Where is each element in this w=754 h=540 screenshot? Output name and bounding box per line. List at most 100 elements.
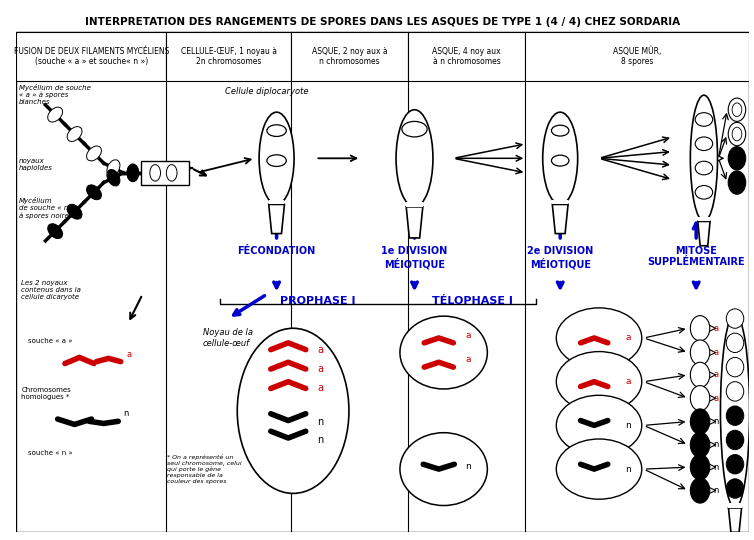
Text: souche « a »: souche « a » (28, 338, 72, 344)
Ellipse shape (728, 171, 746, 194)
Text: MITOSE
SUPPLÉMENTAIRE: MITOSE SUPPLÉMENTAIRE (648, 246, 745, 267)
Text: * On a représenté un
seul chromosome, celui
qui porte le gène
responsable de la
: * On a représenté un seul chromosome, ce… (167, 455, 241, 484)
Ellipse shape (726, 357, 743, 377)
Text: n: n (625, 464, 631, 474)
Text: a: a (713, 370, 719, 380)
Text: n: n (713, 486, 719, 495)
Polygon shape (697, 221, 710, 246)
Text: a: a (317, 364, 323, 374)
Text: n: n (317, 417, 323, 427)
Text: a: a (126, 350, 131, 360)
Text: a: a (465, 355, 470, 364)
Ellipse shape (238, 328, 349, 494)
Ellipse shape (127, 164, 139, 181)
Text: n: n (317, 435, 323, 445)
Text: souche « n »: souche « n » (28, 450, 72, 456)
Ellipse shape (695, 186, 713, 199)
Ellipse shape (726, 430, 743, 450)
Ellipse shape (556, 352, 642, 412)
Ellipse shape (67, 126, 82, 141)
Text: Les 2 noyaux
contenus dans la
cellule dicaryote: Les 2 noyaux contenus dans la cellule di… (21, 280, 81, 300)
Text: a: a (625, 334, 631, 342)
Text: INTERPRETATION DES RANGEMENTS DE SPORES DANS LES ASQUES DE TYPE 1 (4 / 4) CHEZ S: INTERPRETATION DES RANGEMENTS DE SPORES … (85, 17, 680, 28)
Polygon shape (728, 503, 742, 508)
Text: n: n (713, 417, 719, 426)
Text: Mycélium
de souche « n »
à spores noires: Mycélium de souche « n » à spores noires (19, 197, 75, 219)
Ellipse shape (48, 224, 63, 239)
Ellipse shape (267, 125, 287, 137)
Ellipse shape (67, 204, 82, 219)
Ellipse shape (726, 479, 743, 498)
Ellipse shape (691, 432, 710, 457)
Text: FÉCONDATION: FÉCONDATION (238, 246, 316, 256)
Ellipse shape (556, 395, 642, 456)
Ellipse shape (150, 165, 161, 181)
Ellipse shape (551, 125, 569, 136)
Ellipse shape (400, 433, 487, 505)
Ellipse shape (691, 95, 718, 221)
Text: n: n (465, 462, 470, 471)
Text: ASQUE, 2 noy aux à
n chromosomes: ASQUE, 2 noy aux à n chromosomes (311, 46, 388, 66)
Text: a: a (713, 324, 719, 333)
Text: Noyau de la
cellule-œuf: Noyau de la cellule-œuf (203, 328, 253, 348)
Text: a: a (713, 394, 719, 403)
Ellipse shape (728, 147, 746, 170)
Ellipse shape (259, 112, 294, 205)
Ellipse shape (87, 146, 102, 161)
Ellipse shape (267, 155, 287, 166)
Text: PROPHASE I: PROPHASE I (280, 296, 355, 306)
Ellipse shape (107, 170, 120, 186)
Ellipse shape (556, 308, 642, 368)
Text: TÉLOPHASE I: TÉLOPHASE I (432, 296, 513, 306)
Polygon shape (268, 200, 284, 205)
Polygon shape (406, 207, 423, 238)
Ellipse shape (720, 314, 749, 508)
Ellipse shape (732, 103, 742, 117)
Ellipse shape (726, 309, 743, 328)
Text: 1e DIVISION
MÉIOTIQUE: 1e DIVISION MÉIOTIQUE (382, 246, 448, 269)
Text: a: a (625, 377, 631, 386)
Ellipse shape (691, 478, 710, 503)
Ellipse shape (107, 160, 120, 176)
Polygon shape (553, 200, 568, 205)
Ellipse shape (691, 340, 710, 365)
Ellipse shape (726, 333, 743, 353)
Ellipse shape (400, 316, 487, 389)
Ellipse shape (127, 164, 139, 181)
Text: noyaux
haploïdes: noyaux haploïdes (19, 158, 53, 171)
Bar (291, 32, 408, 80)
Ellipse shape (728, 98, 746, 122)
Text: n: n (713, 463, 719, 471)
Text: n: n (123, 409, 128, 417)
Text: 2e DIVISION
MÉIOTIQUE: 2e DIVISION MÉIOTIQUE (527, 246, 593, 269)
Ellipse shape (556, 439, 642, 499)
Ellipse shape (726, 455, 743, 474)
Ellipse shape (691, 409, 710, 434)
Ellipse shape (695, 137, 713, 151)
Text: CELLULE-ŒUF, 1 noyau à
2n chromosomes: CELLULE-ŒUF, 1 noyau à 2n chromosomes (181, 46, 277, 66)
Ellipse shape (396, 110, 433, 207)
Ellipse shape (691, 386, 710, 411)
Ellipse shape (691, 455, 710, 480)
Polygon shape (268, 205, 284, 234)
Ellipse shape (167, 165, 177, 181)
Text: n: n (713, 440, 719, 449)
Text: FUSION DE DEUX FILAMENTS MYCÉLIENS
(souche « a » et souche« n »): FUSION DE DEUX FILAMENTS MYCÉLIENS (souc… (14, 46, 169, 66)
Text: Chromosomes
homologues *: Chromosomes homologues * (21, 387, 71, 400)
Polygon shape (728, 508, 742, 532)
Ellipse shape (87, 185, 102, 200)
Bar (17, 32, 167, 80)
Ellipse shape (695, 161, 713, 175)
Bar (526, 32, 749, 80)
Ellipse shape (691, 316, 710, 341)
Ellipse shape (402, 122, 427, 137)
Text: ASQUE, 4 noy aux
à n chromosomes: ASQUE, 4 noy aux à n chromosomes (432, 46, 501, 66)
Ellipse shape (732, 127, 742, 141)
Ellipse shape (551, 155, 569, 166)
Text: ASQUE MÛR,
8 spores: ASQUE MÛR, 8 spores (613, 46, 661, 66)
Polygon shape (406, 202, 423, 207)
Polygon shape (697, 217, 710, 221)
Ellipse shape (543, 112, 578, 205)
Text: n: n (625, 421, 631, 430)
Text: a: a (317, 383, 323, 394)
